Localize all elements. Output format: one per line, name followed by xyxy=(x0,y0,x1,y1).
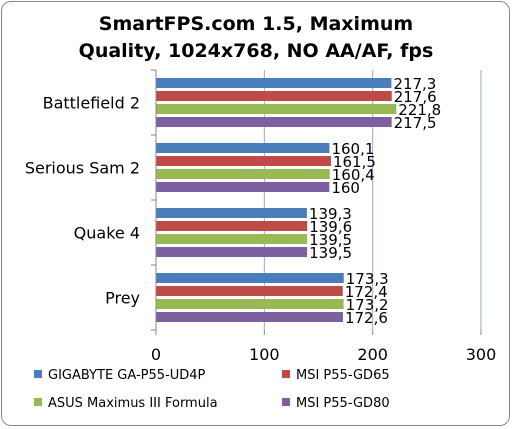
category-label: Prey xyxy=(105,289,140,308)
category-label: Battlefield 2 xyxy=(43,94,140,113)
bar xyxy=(156,299,344,309)
bar xyxy=(156,182,330,192)
category-label: Quake 4 xyxy=(74,224,140,243)
legend-label: MSI P55-GD80 xyxy=(296,396,390,411)
legend-label: ASUS Maximus III Formula xyxy=(48,396,218,411)
legend-label: MSI P55-GD65 xyxy=(296,368,390,383)
legend-swatch xyxy=(34,370,42,378)
bar xyxy=(156,312,343,322)
bar xyxy=(156,91,392,101)
data-label: 139,3 xyxy=(309,205,352,223)
bar xyxy=(156,169,330,179)
chart-title: SmartFPS.com 1.5, Maximum Quality, 1024x… xyxy=(79,13,434,62)
legend-swatch xyxy=(34,398,42,406)
data-label: 172,4 xyxy=(345,283,388,301)
data-label: 161,5 xyxy=(333,153,376,171)
bar xyxy=(156,247,308,257)
data-label: 160,1 xyxy=(331,140,374,158)
data-label: 160 xyxy=(331,179,360,197)
bar xyxy=(156,234,308,244)
chart-title-line-2: Quality, 1024x768, NO AA/AF, fps xyxy=(79,40,434,62)
bar xyxy=(156,117,392,127)
legend: GIGABYTE GA-P55-UD4P MSI P55-GD65 ASUS Max… xyxy=(34,368,390,411)
data-label: 160,4 xyxy=(332,166,375,184)
category-label: Serious Sam 2 xyxy=(25,159,140,178)
x-tick-label: 100 xyxy=(249,345,280,364)
bar xyxy=(156,78,392,88)
data-label: 221,8 xyxy=(398,101,441,119)
data-label: 139,6 xyxy=(309,218,352,236)
bar xyxy=(156,208,307,218)
legend-swatch xyxy=(282,370,290,378)
x-tick-label: 200 xyxy=(357,345,388,364)
data-label: 139,5 xyxy=(309,244,352,262)
bar xyxy=(156,286,343,296)
data-label: 217,3 xyxy=(393,75,436,93)
legend-label: GIGABYTE GA-P55-UD4P xyxy=(48,368,206,383)
data-label: 173,3 xyxy=(346,270,389,288)
bar xyxy=(156,143,330,153)
legend-swatch xyxy=(282,398,290,406)
chart-title-line-1: SmartFPS.com 1.5, Maximum xyxy=(99,13,413,35)
x-tick-label: 300 xyxy=(466,345,497,364)
data-label: 173,2 xyxy=(346,296,389,314)
data-label: 139,5 xyxy=(309,231,352,249)
axes: 0 100 200 300 Battlefield 2 Serious Sam 2 Quak… xyxy=(25,69,497,364)
bar xyxy=(156,273,344,283)
x-tick-label: 0 xyxy=(151,345,161,364)
data-label: 172,6 xyxy=(345,309,388,327)
bar xyxy=(156,104,397,114)
bar xyxy=(156,221,308,231)
bar xyxy=(156,156,331,166)
data-label: 217,6 xyxy=(394,88,437,106)
data-label: 217,5 xyxy=(394,114,437,132)
